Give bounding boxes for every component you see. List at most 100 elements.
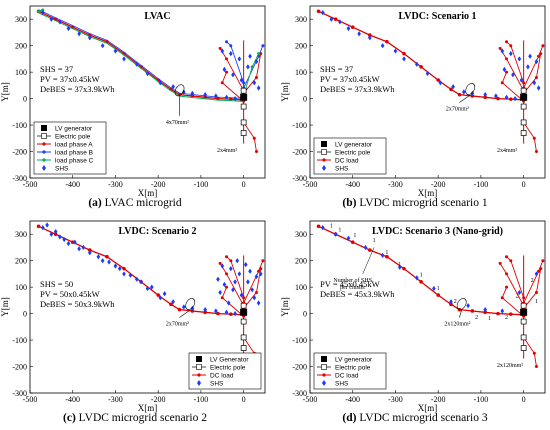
- cluster-count: 2: [475, 315, 478, 321]
- shs-marker: [113, 48, 118, 54]
- branch-red-point: [505, 255, 509, 259]
- annotation-text: DeBES = 45x3.9kWh: [320, 289, 395, 299]
- legend-marker: [322, 165, 326, 171]
- shs-marker: [237, 56, 242, 62]
- cluster-count: 1: [353, 233, 356, 239]
- shs-marker: [231, 287, 235, 293]
- shs-marker: [246, 64, 250, 70]
- legend-marker: [321, 364, 327, 370]
- shs-marker: [117, 266, 122, 272]
- branch-red-point: [534, 150, 538, 154]
- cluster-count: 1: [373, 238, 376, 244]
- shs-marker: [224, 94, 229, 100]
- cable-branch-label: 2x4mm²: [497, 148, 517, 154]
- shs-marker: [380, 43, 385, 49]
- shs-marker: [534, 271, 539, 277]
- shs-marker: [122, 56, 126, 62]
- branch-red-point: [537, 54, 541, 58]
- feeder-point: [70, 240, 75, 244]
- shs-marker: [53, 228, 58, 235]
- feeder-point: [470, 309, 475, 313]
- x-tick-label: -100: [474, 395, 489, 404]
- electric-pole: [520, 119, 527, 126]
- shs-marker: [149, 284, 154, 290]
- feeder-point: [509, 97, 513, 101]
- feeder-point: [216, 96, 220, 101]
- legend-label: Electric pole: [55, 134, 91, 141]
- branch-red-point: [500, 81, 504, 85]
- cable-branch-label: 2x4mm²: [217, 148, 237, 154]
- branch-red-point: [220, 296, 224, 300]
- branch-red-point: [225, 57, 229, 61]
- electric-pole: [520, 345, 527, 351]
- branch-red-point: [261, 259, 265, 263]
- shs-marker: [252, 295, 257, 301]
- cable-main-label: 4x70mm²: [166, 120, 189, 126]
- branch-red-point: [257, 269, 261, 273]
- feeder-point: [402, 51, 406, 56]
- shs-marker: [228, 266, 233, 272]
- cable-arrow: [179, 309, 191, 318]
- legend-label: LV generator: [335, 357, 373, 364]
- y-tick-label: 200: [295, 257, 307, 266]
- shs-marker: [252, 80, 257, 86]
- legend-label: DC load: [210, 373, 234, 380]
- shs-marker: [256, 300, 261, 306]
- shs-marker: [246, 279, 250, 285]
- shs-marker: [346, 235, 351, 241]
- x-tick-label: 0: [522, 395, 526, 404]
- branch-red-point: [541, 44, 545, 48]
- feeder-point: [419, 65, 423, 69]
- shs-marker: [528, 53, 532, 59]
- electric-pole: [240, 334, 247, 341]
- legend-marker: [322, 373, 326, 377]
- electric-pole: [240, 345, 247, 351]
- branch-red-point: [225, 255, 229, 259]
- chart-title: LVDC: Scenario 3 (Nano-grid): [372, 226, 503, 237]
- feeder-point: [496, 311, 500, 316]
- branch-red-point: [242, 296, 246, 300]
- shs-marker: [66, 240, 71, 247]
- shs-marker: [233, 279, 237, 285]
- branch-red-point: [522, 296, 526, 300]
- y-tick-label: 300: [15, 15, 27, 24]
- legend-label: SHS: [335, 381, 349, 388]
- cluster-count: 2: [531, 278, 534, 284]
- cluster-count: 1: [437, 286, 440, 292]
- shs-marker: [402, 56, 406, 62]
- shs-marker: [500, 48, 505, 54]
- shs-marker: [49, 231, 54, 237]
- branch-red-point: [505, 272, 509, 276]
- y-axis-label: Y[m]: [0, 297, 10, 317]
- legend-label: LV generator: [335, 142, 373, 149]
- x-tick-label: -100: [474, 180, 489, 189]
- electric-pole: [520, 302, 527, 309]
- cluster-count: 1: [338, 228, 341, 234]
- x-tick-label: -100: [194, 395, 209, 404]
- y-tick-label: 0: [23, 310, 27, 319]
- branch-red-point: [218, 46, 222, 50]
- panel-c: -500 -400 -300 -200 -100 0 -300 -200 -100 0 100 200…: [0, 220, 266, 424]
- shs-marker: [231, 72, 235, 78]
- y-tick-label: -300: [12, 389, 27, 398]
- feeder-point: [105, 254, 109, 259]
- shs-marker: [256, 85, 261, 91]
- legend-label: Electric pole: [335, 150, 371, 157]
- x-tick-label: -200: [431, 395, 446, 404]
- branch-red-point: [537, 269, 541, 273]
- shs-marker: [66, 25, 71, 32]
- legend-marker: [322, 158, 326, 162]
- shs-marker: [494, 93, 498, 99]
- feeder-point: [316, 9, 321, 14]
- shs-marker: [320, 10, 325, 16]
- branch-green-point: [41, 8, 45, 12]
- panel-caption: (c) LVDC microgrid scenario 2: [63, 412, 207, 424]
- feeder-point: [457, 92, 462, 97]
- caption-label: (a): [88, 197, 102, 209]
- shs-marker: [466, 303, 470, 309]
- shs-marker: [357, 31, 361, 37]
- branch-blue-point: [229, 44, 233, 48]
- shs-marker: [122, 271, 126, 277]
- feeder-point: [216, 311, 220, 316]
- shs-marker: [134, 61, 139, 67]
